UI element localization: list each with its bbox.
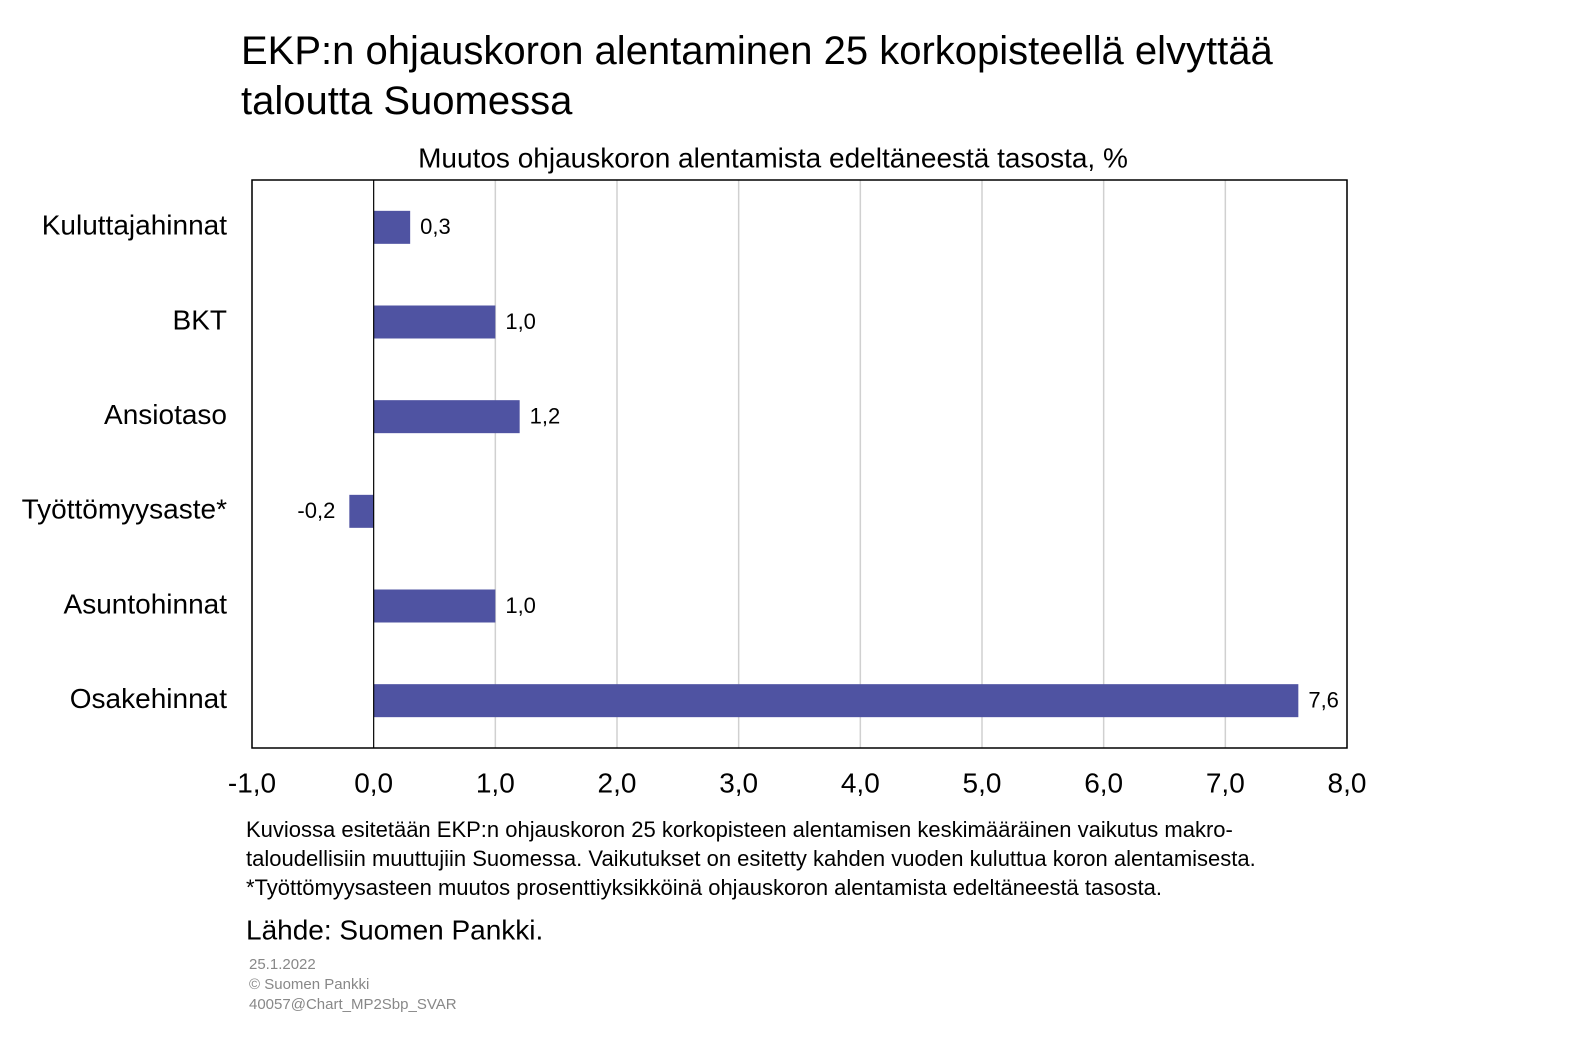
data-label: 1,2: [530, 403, 561, 428]
y-tick-label: Ansiotaso: [104, 399, 227, 430]
x-tick-label: 0,0: [354, 767, 393, 798]
note-line: Kuviossa esitetään EKP:n ohjauskoron 25 …: [246, 817, 1233, 842]
footer-line: © Suomen Pankki: [249, 976, 369, 993]
x-tick-label: 5,0: [963, 767, 1002, 798]
data-label: 0,3: [420, 214, 451, 239]
y-tick-label: Kuluttajahinnat: [42, 210, 227, 241]
x-tick-label: 2,0: [598, 767, 637, 798]
data-label: 7,6: [1308, 687, 1339, 712]
bar: [373, 400, 520, 434]
y-tick-label: Osakehinnat: [70, 683, 227, 714]
bar: [373, 684, 1299, 718]
source: Lähde: Suomen Pankki.: [246, 914, 543, 945]
footer-line: 40057@Chart_MP2Sbp_SVAR: [249, 996, 457, 1013]
data-label: 1,0: [505, 593, 536, 618]
chart-title: EKP:n ohjauskoron alentaminen 25 korkopi…: [241, 29, 1273, 123]
data-label: 1,0: [505, 309, 536, 334]
y-tick-label: BKT: [173, 304, 227, 335]
x-tick-label: -1,0: [228, 767, 276, 798]
x-tick-label: 3,0: [719, 767, 758, 798]
bar: [373, 210, 411, 244]
bar: [373, 305, 496, 339]
bar: [373, 589, 496, 623]
plot-border: [251, 179, 1348, 749]
x-tick-label: 7,0: [1206, 767, 1245, 798]
data-label: -0,2: [297, 498, 335, 523]
x-tick-label: 8,0: [1328, 767, 1367, 798]
footer-line: 25.1.2022: [249, 956, 316, 973]
note-line: *Työttömyysasteen muutos prosenttiyksikk…: [246, 875, 1162, 900]
x-tick-label: 6,0: [1084, 767, 1123, 798]
x-tick-label: 1,0: [476, 767, 515, 798]
x-tick-label: 4,0: [841, 767, 880, 798]
y-tick-label: Työttömyysaste*: [22, 494, 228, 525]
y-tick-label: Asuntohinnat: [64, 588, 228, 619]
bar: [349, 494, 374, 528]
note-line: taloudellisiin muuttujiin Suomessa. Vaik…: [246, 846, 1256, 871]
chart-subtitle: Muutos ohjauskoron alentamista edeltänee…: [418, 142, 1128, 173]
